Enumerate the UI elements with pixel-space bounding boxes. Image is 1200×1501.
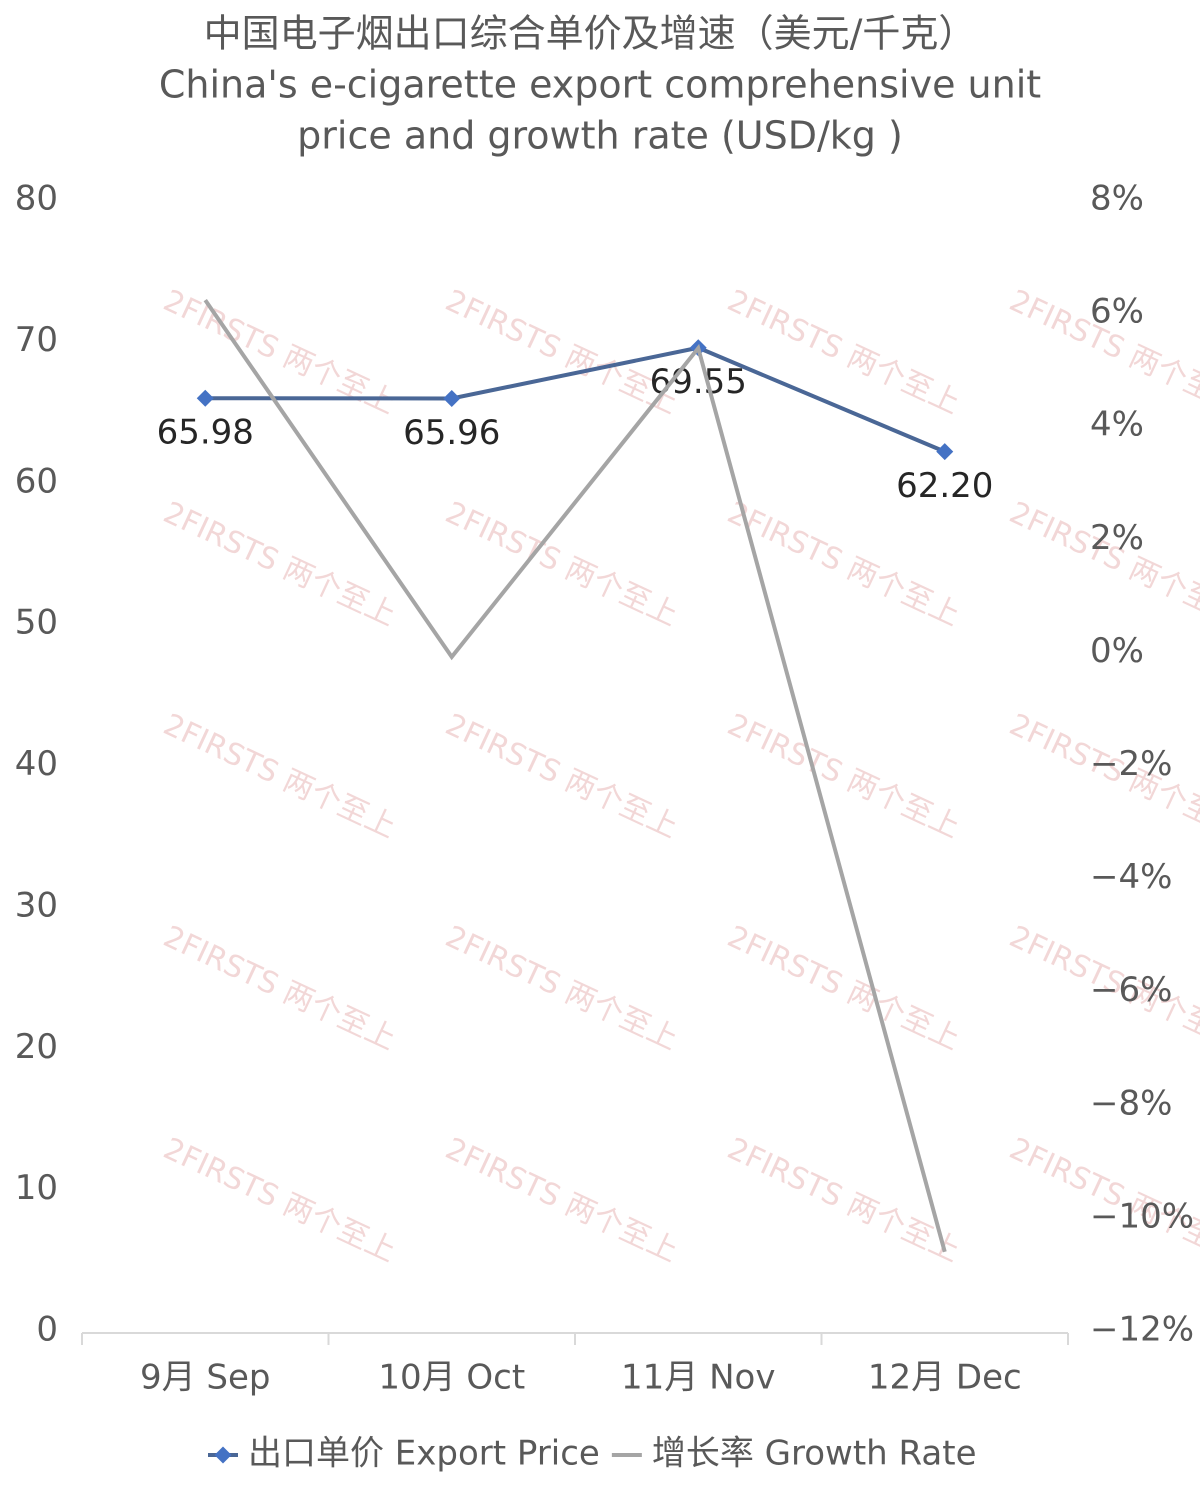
x-tick-label: 11月 Nov bbox=[621, 1358, 775, 1398]
data-label: 65.98 bbox=[157, 413, 254, 453]
chart-title: 中国电子烟出口综合单价及增速（美元/千克） bbox=[204, 12, 977, 56]
y2-tick-label: 4% bbox=[1090, 405, 1144, 445]
y2-tick-label: 8% bbox=[1090, 179, 1144, 219]
x-tick-label: 12月 Dec bbox=[868, 1358, 1022, 1398]
y2-tick-label: −6% bbox=[1090, 970, 1172, 1010]
y2-tick-label: −2% bbox=[1090, 744, 1172, 784]
y2-tick-label: 2% bbox=[1090, 518, 1144, 558]
y2-tick-label: −12% bbox=[1090, 1310, 1194, 1350]
y-tick-label: 70 bbox=[15, 320, 58, 360]
y2-tick-label: −4% bbox=[1090, 857, 1172, 897]
y-tick-label: 20 bbox=[15, 1027, 58, 1067]
watermark: 2FIRSTS 两个至上 bbox=[158, 1131, 401, 1269]
y2-tick-label: −10% bbox=[1090, 1196, 1194, 1236]
data-label: 69.55 bbox=[650, 362, 747, 402]
data-label: 62.20 bbox=[896, 466, 993, 506]
y-tick-label: 0 bbox=[36, 1310, 58, 1350]
chart-title: China's e-cigarette export comprehensive… bbox=[159, 63, 1041, 107]
watermark: 2FIRSTS 两个至上 bbox=[722, 919, 965, 1057]
y2-tick-label: −8% bbox=[1090, 1083, 1172, 1123]
watermark: 2FIRSTS 两个至上 bbox=[722, 283, 965, 421]
watermark: 2FIRSTS 两个至上 bbox=[440, 1131, 683, 1269]
y-tick-label: 60 bbox=[15, 461, 58, 501]
y-tick-label: 10 bbox=[15, 1168, 58, 1208]
data-label: 65.96 bbox=[403, 413, 500, 453]
y-tick-label: 30 bbox=[15, 885, 58, 925]
watermark: 2FIRSTS 两个至上 bbox=[1004, 495, 1200, 633]
watermark: 2FIRSTS 两个至上 bbox=[158, 707, 401, 845]
x-tick-label: 10月 Oct bbox=[378, 1358, 525, 1398]
x-tick-label: 9月 Sep bbox=[140, 1358, 271, 1398]
series-line bbox=[203, 298, 947, 1253]
y-tick-label: 40 bbox=[15, 744, 58, 784]
watermark: 2FIRSTS 两个至上 bbox=[440, 495, 683, 633]
y-tick-label: 50 bbox=[15, 603, 58, 643]
y-tick-label: 80 bbox=[15, 179, 58, 219]
marker bbox=[196, 389, 214, 407]
legend-marker bbox=[214, 1446, 232, 1464]
series-line bbox=[205, 345, 946, 454]
legend-label: 增长率 Growth Rate bbox=[652, 1434, 977, 1474]
marker bbox=[936, 443, 954, 461]
watermark: 2FIRSTS 两个至上 bbox=[722, 707, 965, 845]
watermark: 2FIRSTS 两个至上 bbox=[158, 283, 401, 421]
watermark: 2FIRSTS 两个至上 bbox=[440, 919, 683, 1057]
watermark: 2FIRSTS 两个至上 bbox=[158, 495, 401, 633]
watermark: 2FIRSTS 两个至上 bbox=[440, 707, 683, 845]
chart-title: price and growth rate (USD/kg ) bbox=[297, 114, 903, 158]
watermark: 2FIRSTS 两个至上 bbox=[440, 283, 683, 421]
y2-tick-label: 0% bbox=[1090, 631, 1144, 671]
marker bbox=[443, 390, 461, 407]
watermark: 2FIRSTS 两个至上 bbox=[158, 919, 401, 1057]
y2-tick-label: 6% bbox=[1090, 292, 1144, 332]
legend-label: 出口单价 Export Price bbox=[248, 1434, 600, 1474]
